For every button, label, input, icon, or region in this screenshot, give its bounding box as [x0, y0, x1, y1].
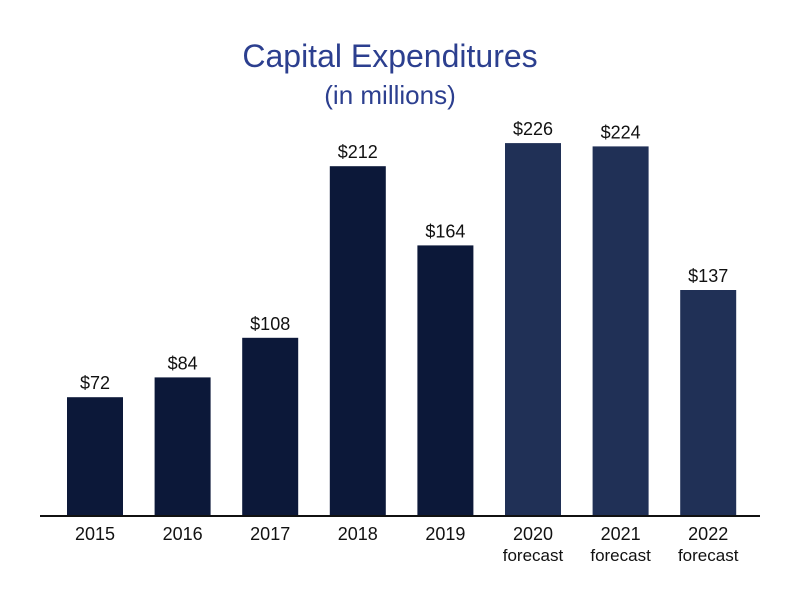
tick-label-2022: 2022 [688, 524, 728, 544]
tick-sublabel-2022: forecast [678, 546, 739, 565]
tick-label-2018: 2018 [338, 524, 378, 544]
tick-sublabel-2021: forecast [590, 546, 651, 565]
bar-2021 [592, 146, 649, 516]
value-label-2020: $226 [513, 119, 553, 139]
bar-2022 [680, 290, 737, 516]
tick-label-2016: 2016 [163, 524, 203, 544]
value-label-2016: $84 [168, 353, 198, 373]
value-label-2022: $137 [688, 266, 728, 286]
value-label-2018: $212 [338, 142, 378, 162]
bar-2020 [505, 143, 561, 516]
chart-title: Capital Expenditures [242, 38, 538, 74]
value-label-2021: $224 [601, 122, 641, 142]
bar-2016 [154, 377, 211, 516]
value-label-2015: $72 [80, 373, 110, 393]
bar-2015 [67, 397, 123, 516]
tick-label-2021: 2021 [601, 524, 641, 544]
value-label-2017: $108 [250, 314, 290, 334]
tick-label-2019: 2019 [425, 524, 465, 544]
tick-label-2015: 2015 [75, 524, 115, 544]
value-label-2019: $164 [425, 221, 465, 241]
tick-sublabel-2020: forecast [503, 546, 564, 565]
tick-label-2020: 2020 [513, 524, 553, 544]
bar-2019 [417, 245, 474, 516]
bar-2018 [329, 166, 386, 516]
tick-label-2017: 2017 [250, 524, 290, 544]
bar-2017 [242, 337, 299, 516]
chart-subtitle: (in millions) [324, 80, 456, 110]
